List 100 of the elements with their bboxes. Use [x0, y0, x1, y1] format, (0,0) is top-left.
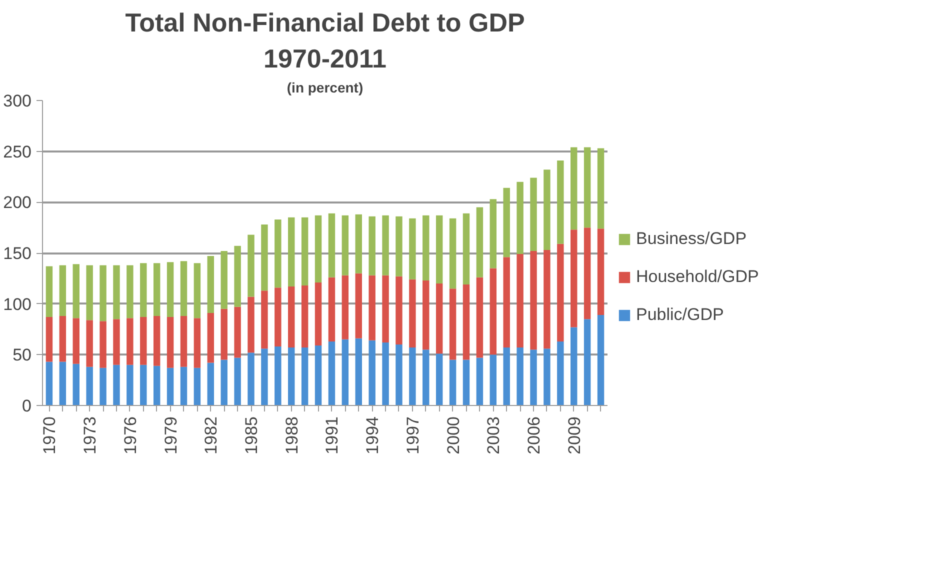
bar	[288, 348, 295, 406]
bar	[166, 317, 174, 368]
bar	[166, 368, 174, 406]
bar	[248, 234, 254, 297]
bar	[274, 288, 282, 347]
y-tick-label: 100	[3, 294, 32, 314]
bar	[355, 338, 362, 406]
y-tick-label: 150	[3, 244, 32, 263]
bar	[113, 319, 120, 365]
bar	[476, 277, 484, 358]
bar	[113, 265, 120, 320]
bar	[194, 318, 201, 368]
bar	[530, 350, 537, 406]
bar	[72, 364, 80, 406]
y-tick-label: 250	[3, 142, 32, 162]
bar	[516, 348, 524, 406]
bar	[314, 282, 322, 346]
bar	[234, 358, 241, 406]
bar	[59, 362, 66, 406]
bar	[544, 348, 550, 406]
bar	[328, 277, 336, 342]
bar	[113, 364, 120, 406]
bar	[220, 308, 228, 360]
bar	[409, 348, 416, 406]
bar	[584, 228, 591, 320]
bar	[234, 246, 241, 307]
bar	[396, 344, 402, 406]
bar	[490, 199, 497, 268]
bar	[274, 346, 282, 406]
bar	[126, 364, 134, 406]
x-tick-label: 1985	[242, 416, 262, 454]
legend-label: Public/GDP	[636, 305, 724, 325]
bar	[557, 244, 564, 342]
bar	[396, 216, 402, 276]
bar	[166, 262, 174, 318]
bar	[436, 215, 443, 284]
bar	[100, 368, 106, 406]
chart-subtitle: 1970-2011	[264, 44, 386, 74]
x-tick-label: 1994	[363, 416, 382, 454]
bar	[100, 265, 106, 322]
bar	[422, 215, 430, 280]
bar	[368, 216, 376, 276]
bar	[396, 276, 402, 344]
bar	[462, 213, 470, 285]
bar	[194, 263, 201, 318]
bar	[180, 366, 188, 406]
bar	[72, 264, 80, 318]
bar	[153, 316, 160, 366]
bar	[449, 218, 456, 289]
bar	[46, 317, 53, 362]
bar	[126, 318, 134, 365]
x-tick-label: 1997	[403, 416, 422, 454]
bar	[436, 284, 443, 354]
bar	[126, 265, 134, 318]
bar	[544, 250, 550, 349]
x-tick-label: 2003	[484, 416, 504, 454]
x-tick-label: 1970	[40, 416, 60, 454]
bar	[516, 182, 524, 254]
bar	[368, 340, 376, 406]
bar	[328, 213, 336, 278]
bar	[194, 368, 201, 406]
bar	[248, 296, 254, 353]
bar	[153, 263, 160, 316]
bar	[449, 360, 456, 406]
bar	[570, 230, 578, 328]
bar	[59, 316, 66, 362]
y-tick-label: 50	[12, 346, 32, 365]
x-tick-label: 1991	[322, 416, 342, 454]
bar	[86, 320, 93, 367]
bar	[59, 265, 66, 316]
bar	[301, 286, 308, 348]
bar	[570, 327, 578, 406]
x-tick-label: 2009	[564, 416, 584, 454]
bar	[261, 348, 268, 406]
bar	[490, 268, 497, 355]
y-tick-label: 0	[22, 396, 32, 416]
bar	[342, 275, 349, 340]
bar	[301, 348, 308, 406]
bar	[530, 250, 537, 350]
y-tick-label: 200	[3, 193, 32, 212]
bar	[72, 318, 80, 364]
bar	[288, 217, 295, 287]
bar	[557, 341, 564, 406]
bar	[584, 147, 591, 228]
bar	[46, 266, 53, 318]
bar	[180, 261, 188, 316]
bar	[301, 217, 308, 286]
bar	[597, 228, 604, 316]
bar	[382, 342, 389, 406]
bar	[597, 148, 604, 229]
bar	[207, 312, 214, 363]
bar	[503, 188, 510, 258]
bar	[100, 321, 106, 368]
bar	[476, 358, 484, 406]
bar	[462, 360, 470, 406]
chart-title: Total Non-Financial Debt to GDP	[125, 8, 525, 38]
bar	[153, 366, 160, 406]
bar	[570, 147, 578, 230]
x-tick-label: 1973	[80, 416, 100, 454]
bar	[86, 366, 93, 406]
